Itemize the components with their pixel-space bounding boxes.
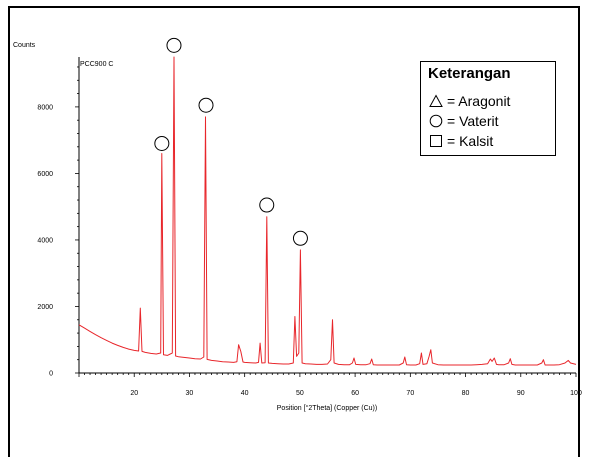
x-tick-label: 60 bbox=[351, 390, 359, 397]
x-axis-label: Position [°2Theta] (Copper (Cu)) bbox=[277, 404, 377, 412]
diffractogram-line bbox=[78, 56, 577, 366]
y-axis-label: Counts bbox=[13, 42, 36, 49]
x-tick-label: 70 bbox=[406, 390, 414, 397]
x-tick-label: 40 bbox=[241, 390, 249, 397]
x-tick-label: 80 bbox=[462, 390, 470, 397]
figure-frame bbox=[8, 6, 580, 457]
legend-label: = Aragonit bbox=[447, 93, 511, 109]
y-tick-label: 8000 bbox=[37, 104, 53, 111]
vaterit-peak-marker bbox=[198, 97, 214, 113]
y-tick-label: 2000 bbox=[37, 304, 53, 311]
triangle-icon bbox=[429, 94, 443, 107]
x-tick-label: 20 bbox=[130, 390, 138, 397]
legend-entry-kalsit: = Kalsit bbox=[429, 132, 493, 150]
legend-entry-aragonit: = Aragonit bbox=[429, 92, 510, 110]
x-tick-label: 100 bbox=[570, 390, 582, 397]
vaterit-peak-marker bbox=[292, 230, 308, 246]
legend-label: = Vaterit bbox=[447, 113, 499, 129]
vaterit-peak-marker bbox=[166, 37, 182, 53]
x-tick-label: 30 bbox=[186, 390, 194, 397]
x-tick-label: 90 bbox=[517, 390, 525, 397]
legend-entry-vaterit: = Vaterit bbox=[429, 112, 499, 130]
legend-label: = Kalsit bbox=[447, 133, 494, 149]
x-tick-label: 50 bbox=[296, 390, 304, 397]
circle-icon bbox=[429, 114, 443, 128]
vaterit-peak-marker bbox=[259, 197, 275, 213]
y-tick-label: 6000 bbox=[37, 171, 53, 178]
sample-label: PCC900 C bbox=[80, 61, 113, 68]
square-icon bbox=[430, 135, 442, 147]
legend-title: Keterangan bbox=[428, 65, 511, 82]
y-tick-label: 4000 bbox=[37, 237, 53, 244]
legend: Keterangan = Aragonit = Vaterit = Kalsit bbox=[420, 61, 556, 156]
y-tick-label: 0 bbox=[49, 371, 53, 378]
vaterit-peak-marker bbox=[154, 135, 170, 151]
